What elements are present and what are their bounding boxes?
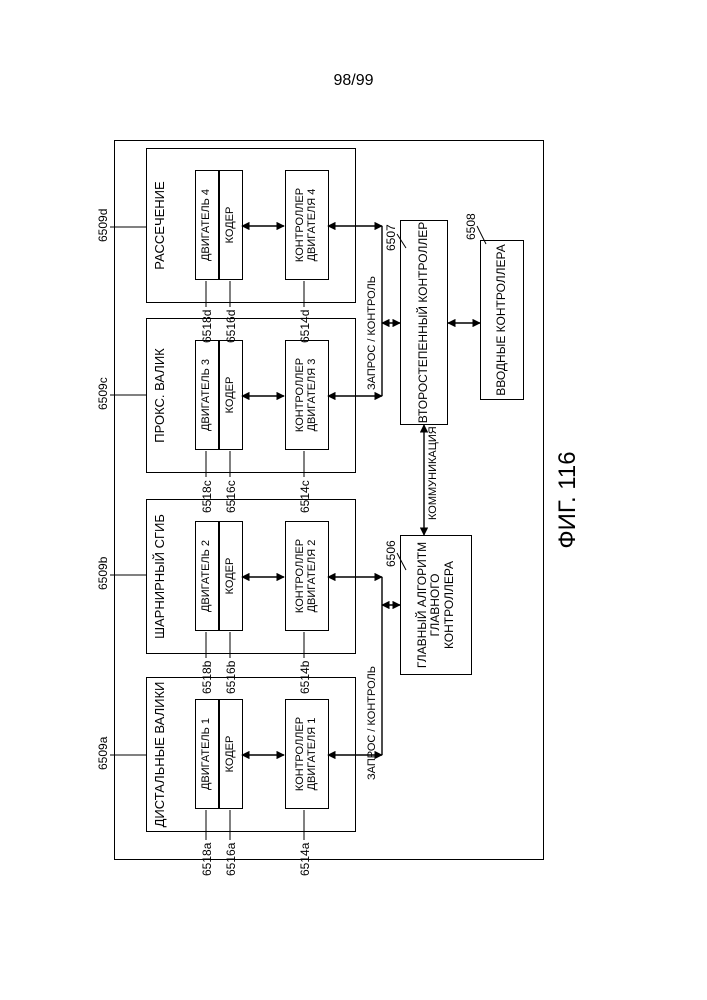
module-b-mc: КОНТРОЛЛЕР ДВИГАТЕЛЯ 2 — [285, 521, 329, 631]
ref-cod-b: 6516b — [224, 661, 238, 694]
ref-secondary: 6507 — [384, 224, 398, 251]
diagram-rotated-wrapper: 6509a 6509b 6509c 6509d ДИСТАЛЬНЫЕ ВАЛИК… — [94, 120, 614, 880]
ref-mc-b: 6514b — [298, 661, 312, 694]
module-d-coder: КОДЕР — [219, 170, 243, 280]
module-a-mc: КОНТРОЛЛЕР ДВИГАТЕЛЯ 1 — [285, 699, 329, 809]
secondary-controller: ВТОРОСТЕПЕННЫЙ КОНТРОЛЛЕР — [400, 220, 448, 425]
ref-module-a: 6509a — [96, 737, 110, 770]
module-b: ШАРНИРНЫЙ СГИБ ДВИГАТЕЛЬ 2 КОДЕР КОНТРОЛ… — [146, 499, 356, 654]
inputs-controller: ВВОДНЫЕ КОНТРОЛЛЕРА — [480, 240, 524, 400]
ref-eng-a: 6518a — [200, 843, 214, 876]
ref-cod-d: 6516d — [224, 310, 238, 343]
module-c-coder: КОДЕР — [219, 340, 243, 450]
page: 98/99 6509a 6509b 6509c 6509d ДИСТАЛЬНЫЕ… — [0, 0, 707, 1000]
page-number: 98/99 — [0, 72, 707, 90]
module-d-engine: ДВИГАТЕЛЬ 4 — [195, 170, 219, 280]
module-a-title: ДИСТАЛЬНЫЕ ВАЛИКИ — [153, 678, 167, 831]
ref-inputs: 6508 — [464, 213, 478, 240]
ref-module-c: 6509c — [96, 377, 110, 410]
ref-mc-c: 6514c — [298, 480, 312, 513]
module-c-mc: КОНТРОЛЛЕР ДВИГАТЕЛЯ 3 — [285, 340, 329, 450]
diagram: 6509a 6509b 6509c 6509d ДИСТАЛЬНЫЕ ВАЛИК… — [94, 120, 614, 880]
module-d-title: РАССЕЧЕНИЕ — [153, 149, 167, 302]
main-controller: ГЛАВНЫЙ АЛГОРИТМ ГЛАВНОГО КОНТРОЛЛЕРА — [400, 535, 472, 675]
module-a: ДИСТАЛЬНЫЕ ВАЛИКИ ДВИГАТЕЛЬ 1 КОДЕР КОНТ… — [146, 677, 356, 832]
module-a-coder: КОДЕР — [219, 699, 243, 809]
ref-module-b: 6509b — [96, 557, 110, 590]
module-d: РАССЕЧЕНИЕ ДВИГАТЕЛЬ 4 КОДЕР КОНТРОЛЛЕР … — [146, 148, 356, 303]
label-request-right: ЗАПРОС / КОНТРОЛЬ — [366, 276, 378, 390]
module-c-title: ПРОКС. ВАЛИК — [153, 319, 167, 472]
label-communication: КОММУНИКАЦИЯ — [427, 426, 439, 520]
label-request-left: ЗАПРОС / КОНТРОЛЬ — [366, 666, 378, 780]
ref-eng-b: 6518b — [200, 661, 214, 694]
ref-cod-c: 6516c — [224, 480, 238, 513]
ref-cod-a: 6516a — [224, 843, 238, 876]
ref-eng-c: 6518c — [200, 480, 214, 513]
ref-mc-d: 6514d — [298, 310, 312, 343]
figure-caption: ФИГ. 116 — [554, 120, 582, 880]
module-c: ПРОКС. ВАЛИК ДВИГАТЕЛЬ 3 КОДЕР КОНТРОЛЛЕ… — [146, 318, 356, 473]
ref-mc-a: 6514a — [298, 843, 312, 876]
module-d-mc: КОНТРОЛЛЕР ДВИГАТЕЛЯ 4 — [285, 170, 329, 280]
module-a-engine: ДВИГАТЕЛЬ 1 — [195, 699, 219, 809]
module-c-engine: ДВИГАТЕЛЬ 3 — [195, 340, 219, 450]
ref-main: 6506 — [384, 540, 398, 567]
ref-eng-d: 6518d — [200, 310, 214, 343]
module-b-coder: КОДЕР — [219, 521, 243, 631]
module-b-title: ШАРНИРНЫЙ СГИБ — [153, 500, 167, 653]
ref-module-d: 6509d — [96, 209, 110, 242]
module-b-engine: ДВИГАТЕЛЬ 2 — [195, 521, 219, 631]
